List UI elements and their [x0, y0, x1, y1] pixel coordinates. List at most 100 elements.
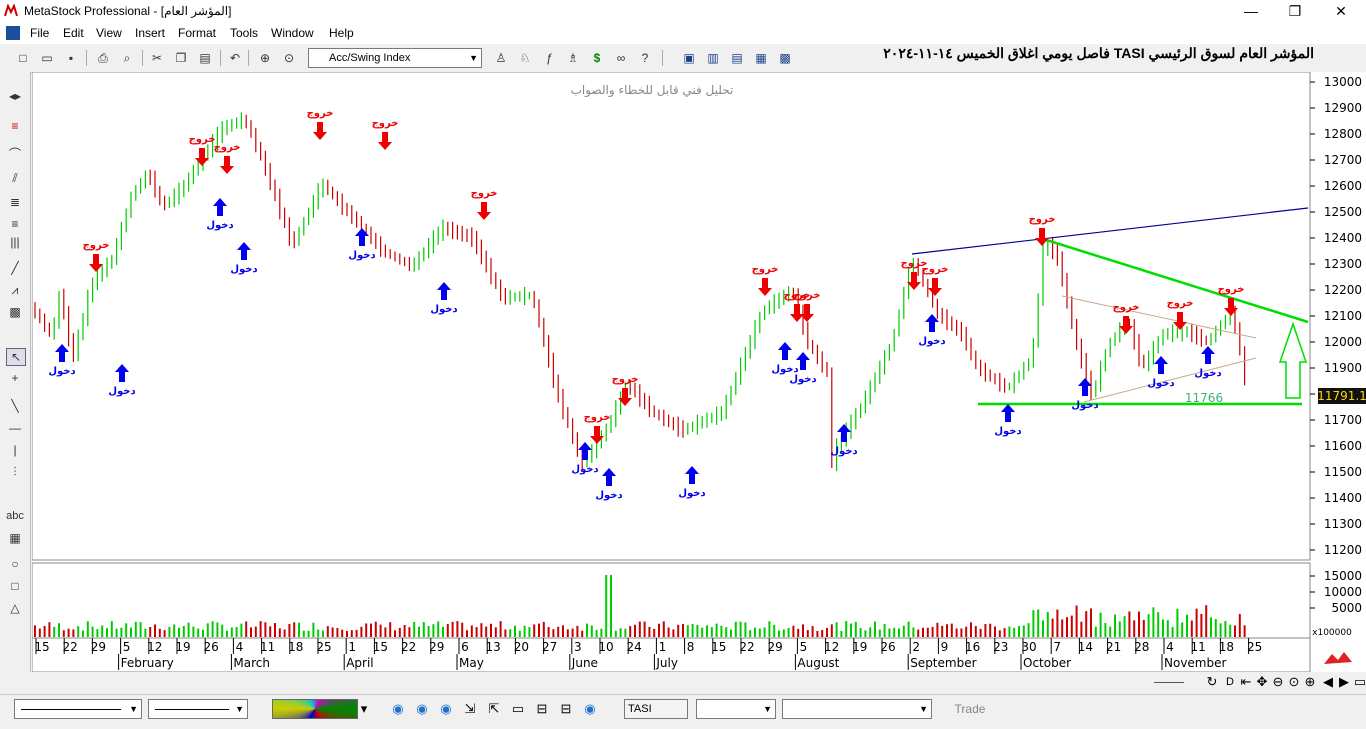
- open-icon[interactable]: ▭: [41, 51, 53, 65]
- pointer-icon[interactable]: ↖: [6, 348, 26, 366]
- parallel-lines-icon[interactable]: ⫶: [13, 465, 17, 479]
- ellipse-icon[interactable]: ○: [11, 557, 19, 571]
- line-tool-icon[interactable]: ╲: [11, 399, 19, 413]
- save-icon[interactable]: ▪: [68, 51, 74, 65]
- menu-help[interactable]: Help: [329, 26, 354, 40]
- tile-vertical-icon[interactable]: ▥: [707, 51, 719, 65]
- trendline-icon[interactable]: ╱: [11, 261, 19, 275]
- edge-browser-icon[interactable]: ◉: [416, 701, 428, 716]
- exit-label: خروج: [1113, 302, 1140, 313]
- export-icon[interactable]: ⇱: [488, 701, 500, 716]
- tile-horizontal-icon[interactable]: ▤: [731, 51, 743, 65]
- fibonacci-fan-icon[interactable]: ≡: [11, 217, 19, 231]
- cascade-icon[interactable]: ▣: [683, 51, 695, 65]
- date-icon[interactable]: D: [1226, 676, 1234, 688]
- formula-icon[interactable]: ƒ: [545, 51, 553, 65]
- menu-window[interactable]: Window: [271, 26, 314, 40]
- gann-fan-icon[interactable]: ⩘: [11, 283, 19, 297]
- restore-button[interactable]: ❐: [1288, 3, 1302, 19]
- horizontal-line-icon[interactable]: —: [9, 421, 21, 435]
- import-icon[interactable]: ⇲: [464, 701, 476, 716]
- triangle-lower-line[interactable]: [1083, 357, 1257, 403]
- expert-advisor-icon[interactable]: ♙: [495, 51, 507, 65]
- cycle-lines-icon[interactable]: |||: [10, 235, 20, 249]
- menu-file[interactable]: File: [30, 26, 50, 40]
- refresh-icon[interactable]: ↻: [1206, 674, 1218, 689]
- undo-icon[interactable]: ↶: [229, 51, 241, 65]
- pane-icon[interactable]: ▭: [1353, 674, 1366, 689]
- price-tick-label: 12400: [1324, 231, 1362, 245]
- color-palette-icon[interactable]: [272, 699, 358, 719]
- trade-button[interactable]: Trade: [954, 702, 986, 716]
- triangle-icon[interactable]: △: [10, 601, 20, 615]
- dollar-icon[interactable]: $: [593, 51, 601, 65]
- scroll-left-icon[interactable]: ◀: [1323, 674, 1333, 689]
- entry-label: دخول: [1071, 400, 1098, 411]
- exit-arrow-icon: [590, 426, 604, 444]
- volume-pane[interactable]: [31, 562, 1311, 639]
- line-style-select[interactable]: ▼: [14, 699, 142, 719]
- copy-icon[interactable]: ❐: [175, 51, 187, 65]
- trendline-tools-icon[interactable]: ≡: [11, 119, 19, 133]
- trend-lines[interactable]: [911, 207, 1309, 406]
- rectangle-icon[interactable]: □: [11, 579, 19, 593]
- menu-format[interactable]: Format: [178, 26, 217, 40]
- toolbar-toggle-icon[interactable]: ◂▸: [8, 89, 22, 103]
- periodicity-select[interactable]: ▼: [696, 699, 776, 719]
- triangle-upper-line[interactable]: [1061, 295, 1257, 339]
- crosshair-tool-icon[interactable]: +: [11, 371, 19, 385]
- system-tester-icon[interactable]: ♗: [567, 51, 579, 65]
- print-icon[interactable]: ⎙: [98, 51, 108, 65]
- line-weight-select[interactable]: ▼: [148, 699, 248, 719]
- cut-icon[interactable]: ✂: [151, 51, 163, 65]
- indicator-select[interactable]: Acc/Swing Index ▼: [308, 48, 482, 68]
- explorer-icon[interactable]: ♘: [519, 51, 531, 65]
- menu-tools[interactable]: Tools: [230, 26, 259, 40]
- zoom-icon[interactable]: ⊙: [283, 51, 295, 65]
- edge-browser-icon[interactable]: ◉: [392, 701, 404, 716]
- tile-grid-icon[interactable]: ▦: [755, 51, 767, 65]
- zoom-in-icon[interactable]: ⊕: [1304, 674, 1316, 689]
- scroll-right-icon[interactable]: ▶: [1339, 674, 1349, 689]
- grid-pattern-icon[interactable]: ▩: [9, 305, 21, 319]
- scroll-left-end-icon[interactable]: ⇤: [1240, 674, 1252, 689]
- close-button[interactable]: ✕: [1335, 3, 1347, 19]
- help-pointer-icon[interactable]: ?: [641, 51, 649, 65]
- account-select[interactable]: ▼: [782, 699, 932, 719]
- binoculars-icon[interactable]: ∞: [616, 51, 626, 65]
- scroll-indicator[interactable]: [1154, 682, 1184, 683]
- document-icon[interactable]: [6, 26, 20, 40]
- chevron-down-icon[interactable]: ▾: [360, 701, 368, 716]
- paste-icon[interactable]: ▤: [199, 51, 211, 65]
- vertical-line-icon[interactable]: |: [13, 443, 17, 457]
- layout-icon[interactable]: ▩: [779, 51, 791, 65]
- price-chart[interactable]: تحليل فني قابل للخطاء والصواب 13000 12900…: [31, 71, 1366, 673]
- minimize-button[interactable]: —: [1244, 3, 1258, 19]
- zoom-out-icon[interactable]: ⊖: [1272, 674, 1284, 689]
- window-icon[interactable]: ▭: [511, 701, 525, 716]
- menu-view[interactable]: View: [96, 26, 122, 40]
- edge-browser-icon[interactable]: ◉: [440, 701, 452, 716]
- window-split-icon[interactable]: ⊟: [560, 701, 572, 716]
- chart-title: المؤشر العام لسوق الرئيسي TASI فاصل يومي…: [883, 45, 1314, 61]
- edge-browser-icon[interactable]: ◉: [584, 701, 596, 716]
- menu-insert[interactable]: Insert: [135, 26, 166, 40]
- upper-channel-line[interactable]: [911, 207, 1309, 255]
- menu-edit[interactable]: Edit: [63, 26, 84, 40]
- text-tool-icon[interactable]: abc: [6, 510, 24, 522]
- table-tool-icon[interactable]: ▦: [9, 531, 21, 545]
- zoom-reset-icon[interactable]: ⊙: [1288, 674, 1300, 689]
- crosshair-icon[interactable]: ⊕: [259, 51, 271, 65]
- chart-window[interactable]: تحليل فني قابل للخطاء والصواب 13000 12900…: [31, 71, 1366, 673]
- fibonacci-retracement-icon[interactable]: ≣: [9, 195, 21, 209]
- window-split-icon[interactable]: ⊟: [536, 701, 548, 716]
- arc-icon[interactable]: ⌒: [8, 147, 21, 161]
- symbol-field[interactable]: TASI: [624, 699, 688, 719]
- date-tick-label: 4: [236, 640, 244, 654]
- new-icon[interactable]: □: [19, 51, 27, 65]
- move-icon[interactable]: ✥: [1256, 674, 1268, 689]
- descending-trendline[interactable]: [1039, 236, 1309, 324]
- print-preview-icon[interactable]: ⌕: [123, 51, 131, 65]
- price-pane[interactable]: [31, 71, 1311, 561]
- fan-icon[interactable]: ⫽: [12, 171, 18, 185]
